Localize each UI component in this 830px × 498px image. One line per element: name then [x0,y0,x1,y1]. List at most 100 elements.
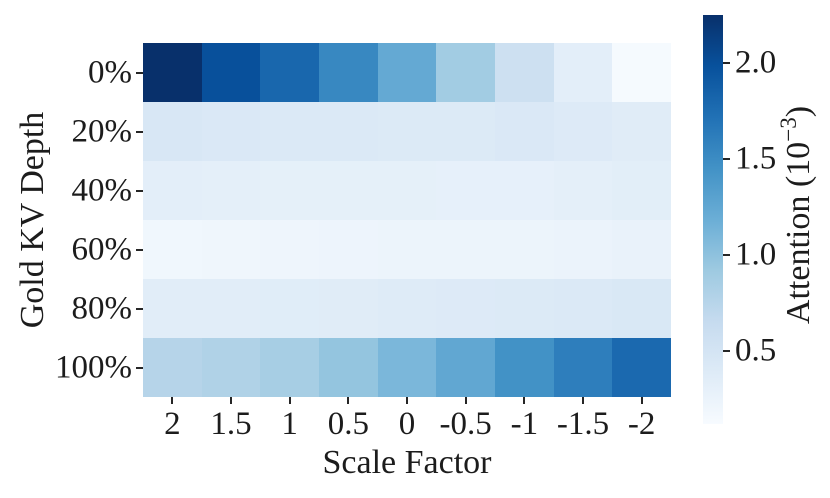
y-tick-label: 40% [71,172,133,208]
heatmap-cell [201,220,261,279]
x-tick-mark [171,397,174,404]
x-tick-label: 0.5 [327,406,369,442]
y-tick-mark [136,130,143,133]
heatmap-cell [436,220,495,279]
heatmap-cell [553,102,613,161]
colorbar-tick-label: 2.0 [735,44,777,81]
heatmap-cell [260,102,319,161]
heatmap-cell [377,338,437,397]
y-tick-label: 20% [71,113,133,149]
x-axis-label: Scale Factor [322,444,492,481]
heatmap-cell [553,220,613,279]
heatmap-cell [143,43,202,102]
y-tick-label: 0% [88,54,132,90]
y-tick-mark [136,71,143,74]
x-tick-mark [347,397,350,404]
heatmap-cell [612,102,671,161]
y-tick-mark [136,189,143,192]
heatmap-cell [260,220,319,279]
heatmap-cell [553,161,613,220]
heatmap-cell [436,102,495,161]
heatmap-cell [143,161,202,220]
heatmap-cell [201,43,261,102]
colorbar-tick-mark [723,254,730,257]
x-tick-label: -2 [627,406,656,442]
heatmap-cell [377,220,437,279]
heatmap-cell [201,102,261,161]
heatmap-cell [201,338,261,397]
x-tick-mark [406,397,408,404]
heatmap-cell [436,43,495,102]
heatmap-cell [260,279,319,338]
heatmap-cell [436,338,495,397]
heatmap-cell [553,338,613,397]
heatmap-cell [201,279,261,338]
colorbar-tick-mark [723,350,730,353]
y-tick-label: 100% [55,349,132,385]
colorbar-label: Attention (10−3) [776,105,817,325]
colorbar-tick-mark [723,158,730,160]
colorbar-tick-label: 1.0 [735,236,777,273]
heatmap-cell [377,279,437,338]
heatmap-cell [495,338,554,397]
heatmap-cell [143,102,202,161]
x-tick-label: 1 [281,406,298,442]
colorbar-label-base: Attention (10 [779,141,817,325]
heatmap-cell [612,43,671,102]
heatmap-cell [377,161,437,220]
heatmap-cell [612,338,671,397]
heatmap-cell [260,43,319,102]
y-tick-mark [136,366,143,369]
x-tick-mark [640,397,643,404]
heatmap-cell [143,338,202,397]
heatmap-cell [260,161,319,220]
heatmap-cell [319,279,378,338]
colorbar-tick-label: 0.5 [735,332,777,369]
colorbar-gradient [703,15,723,424]
heatmap-cell [319,102,378,161]
x-tick-mark [523,397,526,404]
heatmap-cell [377,43,437,102]
heatmap-cell [143,279,202,338]
heatmap-cell [495,102,554,161]
heatmap-cell [495,220,554,279]
y-tick-label: 60% [71,231,133,267]
heatmap-cell [319,43,378,102]
x-tick-mark [582,397,584,404]
y-tick-label: 80% [71,290,133,326]
heatmap-cell [553,43,613,102]
colorbar-tick-mark [723,62,730,64]
x-tick-mark [464,397,467,404]
colorbar-tick-label: 1.5 [735,140,777,177]
heatmap-cell [143,220,202,279]
heatmap-cell [495,279,554,338]
x-tick-label: 1.5 [210,406,252,442]
heatmap-cell [612,279,671,338]
heatmap-cell [377,102,437,161]
x-tick-label: -1 [510,406,539,442]
y-tick-mark [136,248,143,251]
heatmap-cell [201,161,261,220]
heatmap-cell [495,161,554,220]
heatmap-cell [495,43,554,102]
x-tick-label: 2 [164,406,181,442]
heatmap-plot [143,43,671,397]
heatmap-cell [319,161,378,220]
x-tick-mark [230,397,232,404]
x-tick-label: 0 [398,406,416,442]
heatmap-cell [436,161,495,220]
heatmap-cell [436,279,495,338]
y-axis-label: Gold KV Depth [14,111,51,329]
heatmap-cell [612,220,671,279]
x-tick-label: -1.5 [556,406,610,442]
heatmap-cell [319,338,378,397]
heatmap-cell [319,220,378,279]
colorbar-label-end: ) [779,105,817,118]
x-tick-mark [288,397,291,404]
colorbar-label-exponent: −3 [776,117,803,142]
y-tick-mark [136,307,143,310]
x-tick-label: -0.5 [439,406,492,442]
heatmap-cell [553,279,613,338]
heatmap-cell [260,338,319,397]
